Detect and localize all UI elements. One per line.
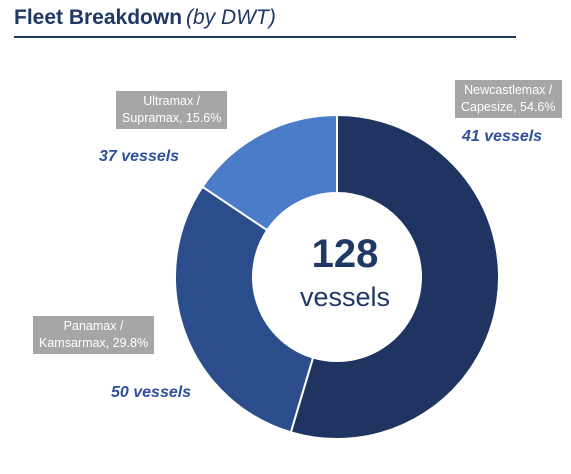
total-count: 128 [311,232,379,276]
donut-slice-panamax [174,185,315,434]
slice-label-line2: Kamsarmax, 29.8% [39,336,149,350]
slice-label-line2: Supramax, 15.6% [122,111,222,125]
slice-label-line2: Capesize, 54.6% [461,100,556,114]
slice-label-line1: Ultramax / [143,94,201,108]
slice-label-newcastlemax: Newcastlemax / Capesize, 54.6% [455,80,562,118]
donut-slice-ultramax [201,113,338,232]
slice-label-line1: Panamax / [63,319,124,333]
slice-label-ultramax: Ultramax / Supramax, 15.6% [116,91,228,129]
chart-subtitle: (by DWT) [186,6,276,29]
slice-vessels-panamax: 50 vessels [111,384,192,401]
total-unit: vessels [299,282,391,312]
chart-title: Fleet Breakdown [14,6,183,29]
slice-label-line1: Newcastlemax / [464,83,553,97]
slice-label-panamax: Panamax / Kamsarmax, 29.8% [33,316,155,354]
slice-vessels-ultramax: 37 vessels [99,148,180,165]
donut-slice-newcastlemax [289,113,500,440]
chart-header: Fleet Breakdown (by DWT) [14,6,516,38]
slice-vessels-newcastlemax: 41 vessels [462,128,543,145]
